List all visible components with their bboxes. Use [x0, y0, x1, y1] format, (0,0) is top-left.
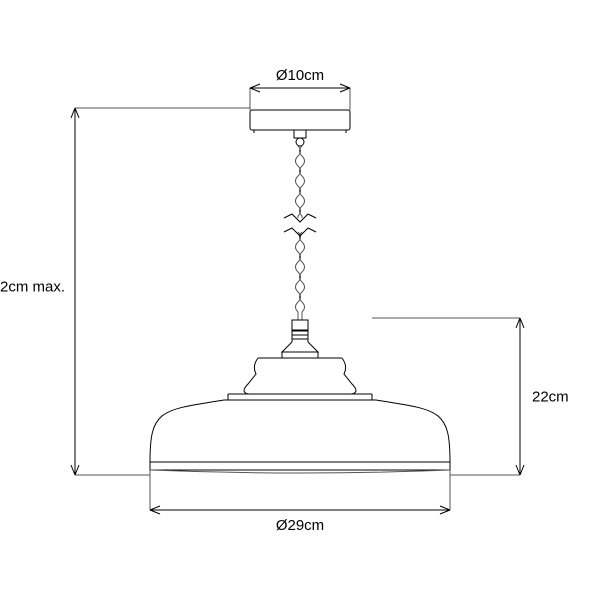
shade-rim: [150, 462, 450, 470]
dim-total-drop: 122cm max.: [0, 279, 65, 296]
dim-canopy-diameter: Ø10cm: [276, 67, 324, 84]
dim-shade-height: 22cm: [532, 389, 569, 406]
dim-shade-diameter: Ø29cm: [276, 517, 324, 534]
canopy: [250, 110, 350, 130]
lamp-shade: [150, 358, 450, 470]
